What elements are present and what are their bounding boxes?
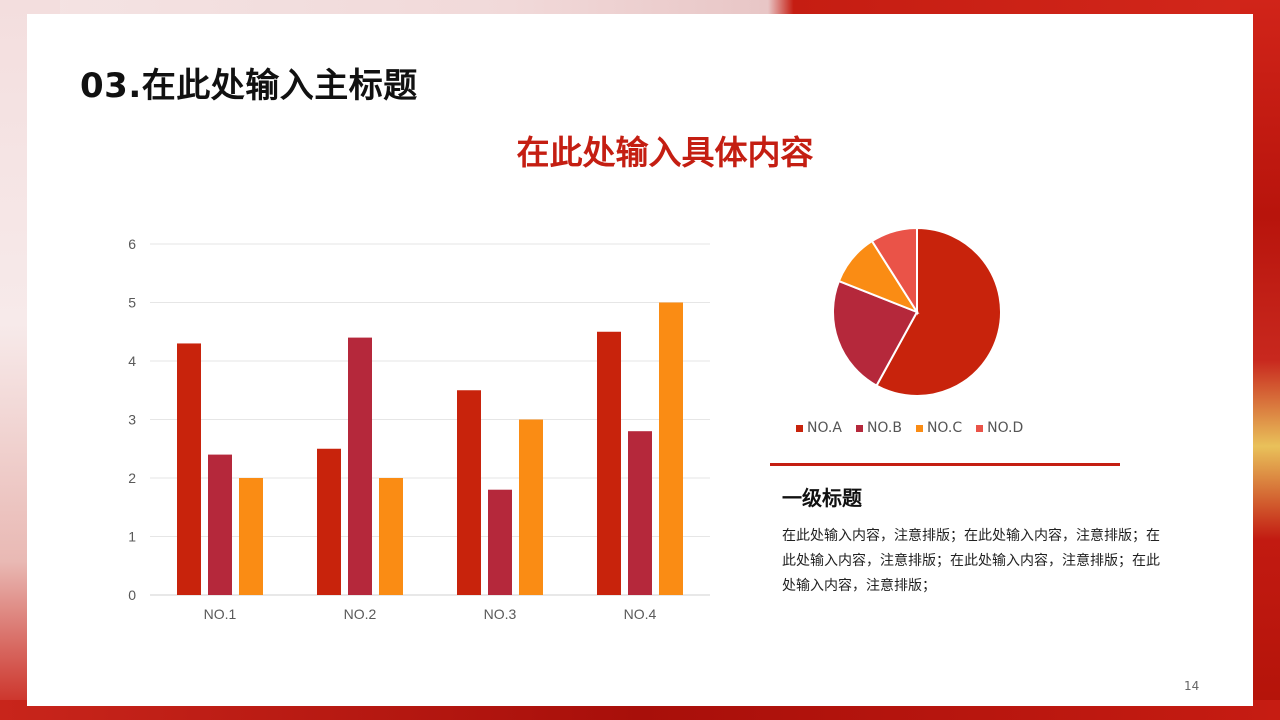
legend-item-noc: NO.C	[915, 420, 963, 436]
bar-no4-s3	[659, 302, 683, 595]
legend-item-noa: NO.A	[796, 420, 842, 436]
x-tick-label: NO.4	[624, 606, 657, 622]
bar-no1-s3	[239, 478, 263, 595]
section-heading: 一级标题	[782, 486, 862, 510]
y-tick-label: 6	[128, 236, 136, 252]
bar-no4-s1	[597, 331, 621, 595]
y-tick-label: 5	[128, 295, 136, 311]
bar-no1-s1	[177, 343, 201, 595]
legend-label: NO.C	[926, 420, 963, 436]
legend-item-nob: NO.B	[855, 420, 902, 436]
bar-no2-s3	[379, 478, 403, 595]
divider-line	[770, 463, 1120, 466]
body-text: 在此处输入内容，注意排版；在此处输入内容，注意排版；在此处输入内容，注意排版；在…	[782, 528, 1160, 594]
legend-item-nod: NO.D	[976, 420, 1023, 436]
pie-slice-noa	[875, 226, 1002, 397]
y-tick-label: 2	[128, 470, 136, 486]
legend-label: NO.D	[987, 420, 1024, 436]
pie-slice-nob	[832, 279, 919, 387]
pie-chart	[832, 226, 1002, 397]
bar-no3-s1	[457, 390, 481, 595]
page-number: 14	[1184, 679, 1200, 693]
bar-no3-s2	[488, 489, 512, 595]
legend-label: NO.B	[866, 420, 902, 436]
legend-label: NO.A	[807, 420, 842, 436]
legend-swatch	[976, 424, 984, 432]
y-tick-label: 3	[128, 412, 136, 428]
legend-swatch	[855, 424, 863, 432]
x-tick-label: NO.1	[204, 606, 237, 622]
legend-swatch	[915, 424, 923, 432]
bar-no2-s2	[348, 337, 372, 595]
bar-no4-s2	[628, 431, 652, 595]
decorative-top-border	[0, 0, 1280, 16]
pie-legend: NO.A NO.B NO.C NO.D	[796, 420, 1023, 436]
page-title: 03.在此处输入主标题	[80, 66, 418, 106]
bar-chart: 0 1 2 3 4 5 6 NO.1 NO.2 NO.3 NO.4	[128, 236, 710, 622]
y-tick-label: 0	[128, 587, 136, 603]
bar-no2-s1	[317, 448, 341, 595]
bar-no3-s3	[519, 419, 543, 595]
y-tick-label: 1	[128, 529, 136, 545]
legend-swatch	[796, 424, 803, 432]
pie-slice-nod	[870, 226, 918, 316]
x-tick-label: NO.3	[484, 606, 517, 622]
x-tick-label: NO.2	[344, 606, 377, 622]
slide-subtitle: 在此处输入具体内容	[516, 133, 814, 172]
y-tick-label: 4	[128, 353, 136, 369]
bar-no1-s2	[208, 454, 232, 595]
